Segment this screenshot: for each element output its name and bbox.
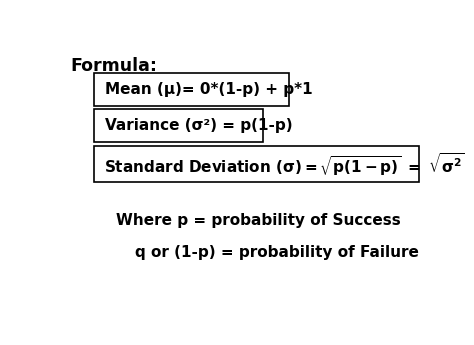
- FancyBboxPatch shape: [94, 73, 289, 107]
- Text: Variance (σ²) = p(1-p): Variance (σ²) = p(1-p): [105, 118, 293, 133]
- FancyBboxPatch shape: [94, 109, 263, 142]
- FancyBboxPatch shape: [94, 146, 419, 182]
- Text: Where p = probability of Success: Where p = probability of Success: [116, 213, 401, 228]
- Text: Formula:: Formula:: [70, 57, 157, 75]
- Text: q or (1-p) = probability of Failure: q or (1-p) = probability of Failure: [135, 245, 419, 260]
- Text: $\bf{Standard\ Deviation\ (\sigma){=}\sqrt{p(1-p)}\ =\ \sqrt{\sigma^2}}$: $\bf{Standard\ Deviation\ (\sigma){=}\sq…: [104, 151, 465, 178]
- Text: Mean (μ)= 0*(1-p) + p*1: Mean (μ)= 0*(1-p) + p*1: [105, 82, 313, 97]
